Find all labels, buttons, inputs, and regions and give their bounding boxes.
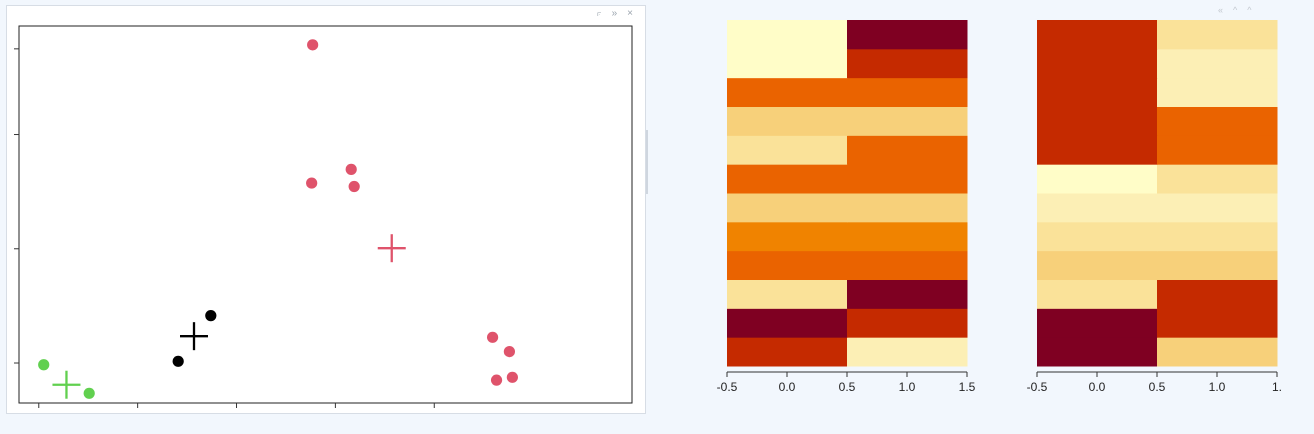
heatmap-cell [727,135,848,165]
data-point [205,310,217,322]
heatmap-cell [727,20,848,50]
data-point [172,355,184,367]
heatmap-cell [1157,48,1278,79]
heatmap-cell [1157,308,1278,338]
cluster-center-marker [180,322,209,351]
x-tick-label: -0.5 [1027,380,1048,394]
panel-controls: ⟔ » × [597,7,633,21]
heatmap-cell [847,135,968,165]
heatmap-cell [727,77,848,107]
data-point [307,39,319,51]
heatmap-cell [727,106,848,136]
heatmap-2: -0.5 0.0 0.5 1.0 1. [1027,20,1282,394]
pane-splitter[interactable] [646,130,648,194]
x-tick-label: 0.0 [779,380,796,394]
heatmap-cell [727,48,848,79]
heatmap-cell [1037,193,1158,223]
expand-icon[interactable]: » [611,8,618,19]
heatmap-cell [1157,77,1278,107]
heatmap-cell [847,221,968,252]
heatmap-cell [1037,221,1158,252]
heatmap-cell [1037,20,1158,50]
heatmap-cell [1037,48,1158,79]
data-point [83,387,95,399]
x-tick-label: -0.5 [717,380,738,394]
pin-icon[interactable]: ⟔ [596,8,602,19]
restore-icon[interactable]: ^ [1247,5,1252,15]
heatmap-cell [1037,308,1158,338]
heatmap-cell [1037,106,1158,136]
heatmap-cell [847,193,968,223]
x-tick-label: 0.5 [839,380,856,394]
data-point [38,359,50,371]
data-point [503,345,515,358]
heatmap-cell [847,48,968,79]
heatmap-cell [1157,221,1278,252]
heatmap-cell [847,164,968,194]
heatmap-cell [727,164,848,194]
collapse-left-icon[interactable]: « [1218,5,1224,15]
data-point [306,177,318,189]
heatmap-cell [847,337,968,367]
heatmap-cell [847,106,968,136]
x-tick-label: 1.0 [1209,380,1226,394]
x-tick-label: 1.0 [899,380,916,394]
heatmap-cell [1157,164,1278,194]
heatmap-cell [1157,20,1278,50]
heatmap-cell [1157,279,1278,309]
heatmap-cell [847,250,968,280]
heatmap-1: -0.5 0.0 0.5 1.0 1.5 [717,20,976,394]
heatmap-cell [727,193,848,223]
heatmap-cell [1157,106,1278,136]
x-tick-label: 0.5 [1149,380,1166,394]
scatter-plot [14,25,633,408]
heatmap-cell [847,308,968,338]
heatmap-cell [1037,337,1158,367]
heatmap-cell [1157,193,1278,223]
heatmap-cell [1037,250,1158,280]
x-tick-label: 1.5 [959,380,976,394]
heatmap-cell [1157,250,1278,280]
data-point [490,374,503,386]
heatmap-cell [727,221,848,252]
heatmap-cell [1037,164,1158,194]
heatmap-cell [727,250,848,280]
maximize-icon[interactable]: ^ [1233,5,1238,15]
plot-frame [18,25,633,404]
cluster-center-marker [377,234,406,263]
heatmap-cell [1037,77,1158,107]
heatmap-cell [727,279,848,309]
close-icon[interactable]: × [627,8,633,19]
heatmap-cell [847,20,968,50]
data-point [345,163,357,175]
heatmap-cell [1037,135,1158,165]
heatmap-cell [1157,135,1278,165]
plot-panel-left: ⟔ » × [6,5,646,414]
heatmap-cell [1037,279,1158,309]
heatmap-cell [727,308,848,338]
data-point [486,331,499,343]
heatmap-cell [727,337,848,367]
x-tick-label: 1. [1272,380,1282,394]
data-point [506,371,518,383]
data-point [348,180,360,193]
heatmap-cell [847,77,968,107]
cluster-center-marker [52,370,81,399]
right-panel-controls: « ^ ^ [1218,4,1251,18]
heatmap-cell [1157,337,1278,367]
x-tick-label: 0.0 [1089,380,1106,394]
heatmap-cell [847,279,968,309]
